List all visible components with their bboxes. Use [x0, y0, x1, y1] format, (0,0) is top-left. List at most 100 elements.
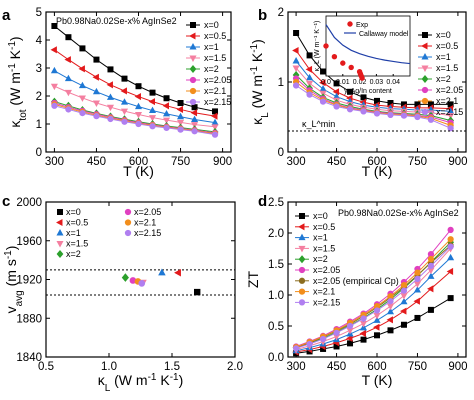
data-point — [211, 112, 218, 120]
y-axis-title: vavg (m s-1) — [3, 246, 25, 314]
data-point — [333, 329, 340, 336]
legend-marker — [421, 75, 429, 83]
legend-label: x=0.5 — [66, 218, 88, 228]
x-tick-label: 900 — [448, 361, 467, 373]
y-tick-label: 0 — [278, 147, 284, 159]
data-point — [400, 307, 407, 315]
data-point — [306, 73, 314, 81]
data-point — [79, 109, 86, 117]
x-axis-title: T (K) — [362, 163, 393, 179]
data-point — [79, 45, 86, 52]
exp-point — [340, 60, 346, 66]
y-tick-label: 2 — [36, 91, 42, 103]
y-tick-label: 1880 — [16, 313, 42, 325]
exp-point — [348, 64, 354, 71]
x-tick-label: 600 — [367, 361, 386, 373]
data-point — [51, 22, 58, 29]
y-tick-label: 5 — [36, 7, 42, 19]
y-tick-label: 0 — [36, 147, 42, 159]
data-point — [386, 316, 393, 324]
legend-label: x=2.1 — [436, 96, 458, 106]
legend-label: x=1.5 — [313, 243, 335, 253]
data-point — [319, 335, 327, 343]
data-point — [78, 95, 86, 102]
data-point — [190, 109, 198, 117]
inset-y-title: κ_L (W m⁻¹ K⁻¹) — [314, 21, 321, 72]
x-tick-label: 750 — [408, 361, 427, 373]
legend-label: x=2.05 — [134, 207, 161, 217]
data-point — [413, 297, 420, 305]
exp-point — [331, 54, 338, 60]
legend-label: x=0.5 — [313, 222, 335, 232]
data-point — [64, 74, 72, 82]
legend-label: x=1.5 — [436, 63, 458, 73]
legend-marker — [421, 108, 429, 116]
data-point — [360, 94, 367, 101]
data-point — [400, 297, 408, 305]
x-tick-label: 1.5 — [164, 361, 180, 373]
x-tick-label: 1.0 — [101, 361, 117, 373]
composition-annotation: Pb0.98Na0.02Se-x% AgInSe2 — [338, 208, 459, 218]
data-point — [134, 112, 143, 119]
data-point — [346, 106, 354, 113]
x-tick-label: 900 — [448, 156, 467, 168]
legend-label: x=2 — [204, 64, 219, 74]
data-point — [447, 113, 455, 120]
data-point — [319, 98, 327, 105]
data-point — [306, 52, 313, 59]
data-point — [400, 287, 408, 294]
inset-tick-label: 0.04 — [386, 79, 400, 86]
legend-label: x=2 — [436, 74, 451, 84]
data-point — [148, 106, 157, 114]
legend-marker — [189, 43, 197, 50]
inset-legend-model: Callaway model — [359, 31, 409, 38]
data-point — [373, 316, 381, 323]
y-tick-label: 0.5 — [268, 321, 284, 333]
legend-label: x=2.15 — [436, 107, 463, 117]
x-tick-label: 900 — [213, 156, 232, 168]
data-point — [120, 87, 127, 95]
data-point — [177, 126, 184, 133]
legend-label: x=0.5 — [204, 31, 226, 41]
data-point — [400, 321, 407, 328]
legend-label: x=1 — [204, 42, 219, 52]
data-point — [359, 329, 366, 337]
data-point — [373, 110, 381, 117]
data-point — [64, 89, 72, 97]
legend-marker — [124, 229, 132, 237]
data-point — [306, 340, 313, 348]
data-point — [387, 298, 394, 305]
legend-marker — [298, 212, 305, 219]
exp-point — [359, 75, 365, 81]
data-point — [177, 112, 185, 120]
panel-label-d: d — [258, 193, 267, 210]
y-tick-label: 4 — [36, 35, 43, 47]
data-point — [400, 112, 408, 119]
legend-marker — [189, 98, 197, 106]
data-point — [149, 123, 156, 130]
data-point — [106, 104, 115, 112]
data-point — [332, 88, 340, 96]
inset-tick-label: 0.0 — [321, 79, 331, 86]
x-tick-label: 750 — [171, 156, 190, 168]
y-tick-label: 2.0 — [268, 228, 284, 240]
data-point — [193, 288, 201, 296]
data-point — [148, 98, 155, 106]
data-point — [427, 262, 435, 269]
y-tick-label: 2.5 — [268, 197, 284, 209]
data-point — [93, 113, 100, 120]
data-point — [427, 255, 435, 263]
data-point — [51, 102, 58, 109]
panel-label-a: a — [2, 7, 11, 24]
legend-label: x=1 — [66, 228, 81, 238]
data-point — [414, 275, 421, 283]
x-axis-title: T (K) — [123, 163, 154, 179]
data-point — [346, 334, 353, 342]
x-tick-label: 750 — [408, 156, 427, 168]
legend-label: x=0.5 — [436, 41, 458, 51]
data-point — [211, 124, 219, 131]
data-point — [426, 285, 434, 293]
inset-plot: 0.0 0.01 0.02 0.03 0.04 Exp Callaway model y, A… — [314, 15, 411, 95]
data-point — [121, 273, 129, 282]
legend-label: x=2.1 — [134, 218, 156, 228]
